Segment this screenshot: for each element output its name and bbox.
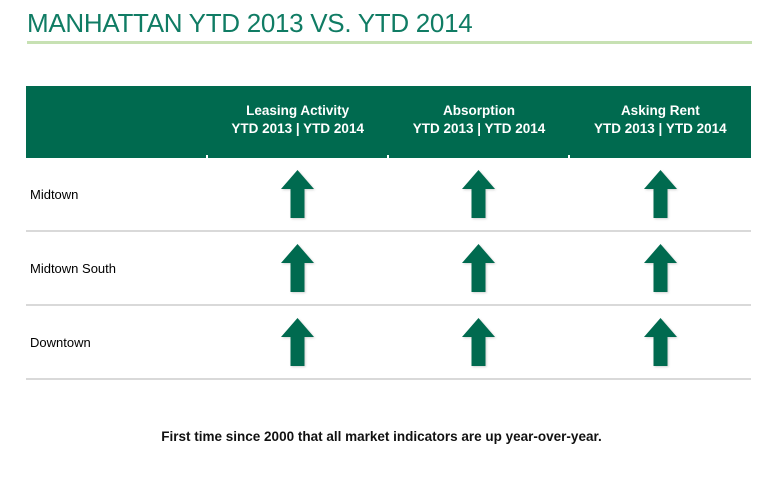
header-corner-cell [26,86,207,158]
up-arrow-icon [643,170,677,218]
table-row-midtown-south: Midtown South [26,232,751,306]
indicator-cell [388,232,569,304]
up-arrow-icon [643,318,677,366]
up-arrow-icon [462,170,496,218]
row-label: Midtown [30,186,79,202]
up-arrow-icon [281,318,315,366]
up-arrow-icon [462,318,496,366]
row-label: Downtown [30,334,91,350]
column-sublabel: YTD 2013 | YTD 2014 [231,121,364,136]
up-arrow-icon [281,244,315,292]
table-header: Leasing Activity YTD 2013 | YTD 2014 Abs… [26,86,751,158]
column-header-asking-rent: Asking Rent YTD 2013 | YTD 2014 [570,86,751,158]
indicator-cell [388,158,569,230]
up-arrow-icon [643,244,677,292]
column-sublabel: YTD 2013 | YTD 2014 [594,121,727,136]
title-underline [27,41,752,44]
indicator-cell [207,232,388,304]
indicator-cell [570,306,751,378]
column-header-absorption: Absorption YTD 2013 | YTD 2014 [388,86,569,158]
column-sublabel: YTD 2013 | YTD 2014 [412,121,546,136]
column-label: Asking Rent [620,103,700,118]
column-label: Leasing Activity [246,103,350,118]
up-arrow-icon [281,170,315,218]
table-row-midtown: Midtown [26,158,751,232]
indicator-cell [570,158,751,230]
up-arrow-icon [462,244,496,292]
column-header-leasing-activity: Leasing Activity YTD 2013 | YTD 2014 [207,86,388,158]
footnote: First time since 2000 that all market in… [161,429,602,444]
indicator-cell [388,306,569,378]
indicator-cell [207,306,388,378]
page-title: MANHATTAN YTD 2013 VS. YTD 2014 [27,8,473,38]
indicator-cell [570,232,751,304]
indicator-cell [207,158,388,230]
row-label: Midtown South [30,260,116,276]
column-label: Absorption [442,103,515,118]
table-row-downtown: Downtown [26,306,751,380]
